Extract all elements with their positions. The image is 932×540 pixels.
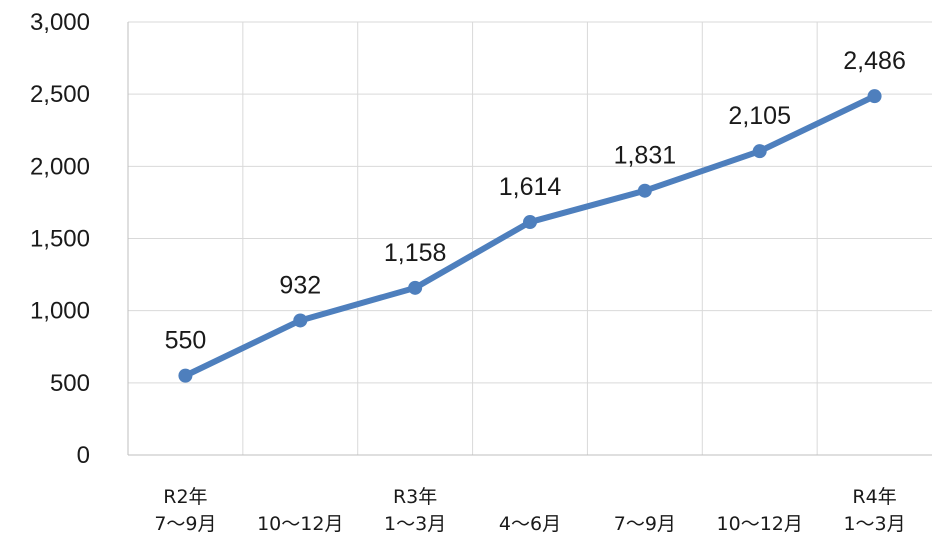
- data-label: 2,105: [728, 102, 791, 130]
- y-tick-label: 1,500: [30, 226, 90, 253]
- y-tick-label: 2,000: [30, 153, 90, 180]
- data-point: [523, 215, 537, 230]
- x-tick-label-year: R4年: [852, 486, 896, 508]
- axes: [127, 22, 932, 456]
- data-point: [752, 144, 767, 159]
- data-point: [867, 89, 882, 104]
- x-tick-label-year: R3年: [393, 486, 437, 508]
- series-layer: [178, 89, 882, 383]
- x-tick-label-months: 7～9月: [154, 513, 216, 535]
- x-tick-label-months: 10～12月: [717, 513, 803, 535]
- data-label: 1,158: [384, 239, 447, 267]
- data-point: [293, 313, 308, 328]
- data-labels: 550 932 1,158 1,614 1,831 2,105 2,486: [165, 47, 906, 354]
- data-label: 550: [165, 327, 207, 355]
- x-tick-label-months: 10～12月: [257, 513, 343, 535]
- x-tick-labels: R2年 7～9月 10～12月 R3年 1～3月 4～6月 7～9月 10～12月 R4年 1～3…: [154, 486, 905, 535]
- data-point: [408, 280, 423, 295]
- x-tick-label-months: 1～3月: [384, 513, 446, 535]
- y-tick-labels: 0 500 1,000 1,500 2,000 2,500 3,000: [30, 9, 90, 469]
- y-tick-label: 0: [77, 442, 90, 469]
- x-tick-label-year: R2年: [163, 486, 207, 508]
- data-label: 1,831: [614, 142, 677, 170]
- x-tick-label-months: 7～9月: [614, 513, 676, 535]
- data-point: [178, 368, 193, 383]
- data-point: [637, 183, 652, 198]
- data-label: 1,614: [499, 173, 562, 201]
- y-tick-label: 3,000: [30, 9, 90, 36]
- x-tick-label-months: 1～3月: [843, 513, 905, 535]
- x-tick-label-months: 4～6月: [499, 513, 561, 535]
- series-line: [182, 93, 878, 379]
- y-tick-label: 500: [50, 370, 90, 397]
- y-tick-label: 2,500: [30, 81, 90, 108]
- y-tick-label: 1,000: [30, 298, 90, 325]
- gridlines: [128, 21, 932, 455]
- data-label: 932: [279, 271, 321, 299]
- data-label: 2,486: [843, 47, 906, 75]
